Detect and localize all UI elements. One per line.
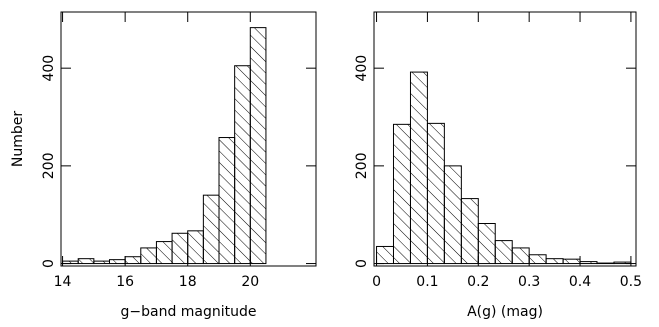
bar (494, 240, 513, 265)
bar (409, 71, 428, 265)
bar (376, 245, 394, 265)
y-tick-label: 200 (41, 152, 57, 179)
x-tick-label: 16 (116, 274, 134, 290)
bar (234, 65, 251, 265)
x-tick-label: 14 (54, 274, 72, 290)
bar (460, 198, 479, 265)
x-tick-label: 0.5 (620, 274, 642, 290)
bar (443, 165, 462, 265)
x-tick-label: 0 (372, 274, 381, 290)
bar (392, 123, 411, 265)
bar (218, 137, 236, 265)
x-tick-label: 20 (241, 274, 259, 290)
bar (545, 258, 564, 265)
x-tick-label: 0.2 (467, 274, 489, 290)
y-tick-label: 200 (354, 152, 370, 179)
y-tick-label: 400 (354, 55, 370, 82)
bar (140, 247, 157, 265)
y-axis-label: Number (10, 111, 26, 167)
x-tick-label: 0.3 (518, 274, 540, 290)
x-axis-label: g−band magnitude (120, 304, 256, 320)
bar (155, 241, 173, 265)
bar (562, 258, 581, 265)
bar (249, 27, 267, 265)
x-tick-label: 0.4 (569, 274, 591, 290)
plot-frame (60, 11, 317, 267)
bar (93, 260, 110, 265)
bar (528, 254, 547, 265)
plot-frame (373, 11, 637, 267)
bar (426, 122, 445, 265)
y-tick-label: 0 (354, 259, 370, 268)
x-tick-label: 18 (179, 274, 197, 290)
y-tick-label: 0 (41, 259, 57, 268)
bar (511, 247, 530, 265)
bar (171, 232, 189, 265)
bar (124, 256, 142, 265)
y-tick-label: 400 (41, 55, 57, 82)
bar (202, 194, 220, 265)
bar (579, 261, 598, 265)
bar (187, 230, 204, 265)
x-tick-label: 0.1 (416, 274, 438, 290)
bar (108, 259, 126, 265)
x-axis-label: A(g) (mag) (467, 304, 543, 320)
bar (77, 258, 95, 265)
bar (477, 223, 496, 265)
